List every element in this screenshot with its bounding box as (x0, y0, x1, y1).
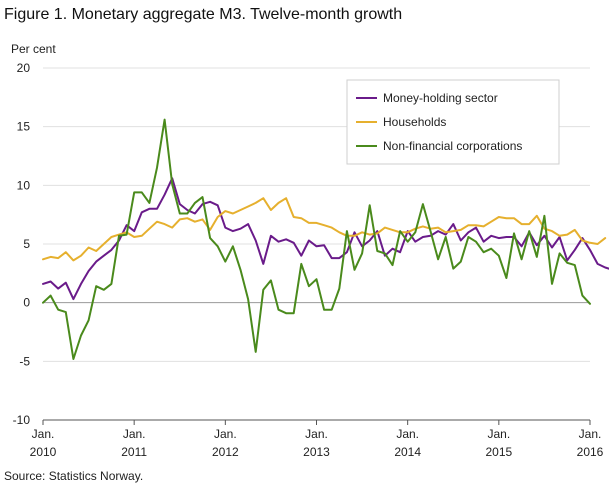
x-tick-month: Jan. (305, 427, 328, 441)
y-tick-label: 0 (23, 296, 30, 310)
source-note: Source: Statistics Norway. (4, 469, 144, 483)
y-tick-label: 20 (17, 61, 31, 75)
y-axis-label: Per cent (11, 42, 56, 56)
chart-title: Figure 1. Monetary aggregate M3. Twelve-… (4, 6, 403, 23)
x-tick-labels: Jan. 2010 Jan. 2011 Jan. 2012 Jan. 2013 Jan. 2014… (30, 427, 604, 459)
x-axis (42, 419, 591, 425)
x-tick-month: Jan. (32, 427, 55, 441)
x-tick-year: 2013 (303, 445, 330, 459)
y-tick-label: 5 (23, 237, 30, 251)
x-tick-month: Jan. (487, 427, 510, 441)
x-tick-month: Jan. (396, 427, 419, 441)
legend-box (346, 79, 560, 165)
series-line-3 (42, 118, 591, 360)
legend: Money-holding sector Households Non-financ… (346, 79, 560, 165)
x-tick-year: 2016 (577, 445, 604, 459)
series-line-1 (42, 177, 609, 301)
x-tick-year: 2012 (212, 445, 239, 459)
x-tick-month: Jan. (214, 427, 237, 441)
legend-label: Households (383, 115, 446, 129)
x-tick-month: Jan. (579, 427, 602, 441)
y-tick-label: -5 (19, 354, 30, 368)
x-tick-month: Jan. (123, 427, 146, 441)
legend-label: Non-financial corporations (383, 139, 522, 153)
legend-label: Money-holding sector (383, 91, 498, 105)
y-tick-label: 15 (17, 120, 31, 134)
y-tick-labels: -10 -5 0 5 10 15 20 (13, 61, 31, 427)
x-tick-year: 2014 (394, 445, 421, 459)
x-tick-year: 2010 (30, 445, 57, 459)
y-tick-label: 10 (17, 178, 31, 192)
y-tick-label: -10 (13, 413, 31, 427)
series-line-2 (42, 197, 607, 262)
x-tick-year: 2011 (121, 445, 147, 459)
x-tick-year: 2015 (485, 445, 512, 459)
series-lines (42, 118, 609, 360)
